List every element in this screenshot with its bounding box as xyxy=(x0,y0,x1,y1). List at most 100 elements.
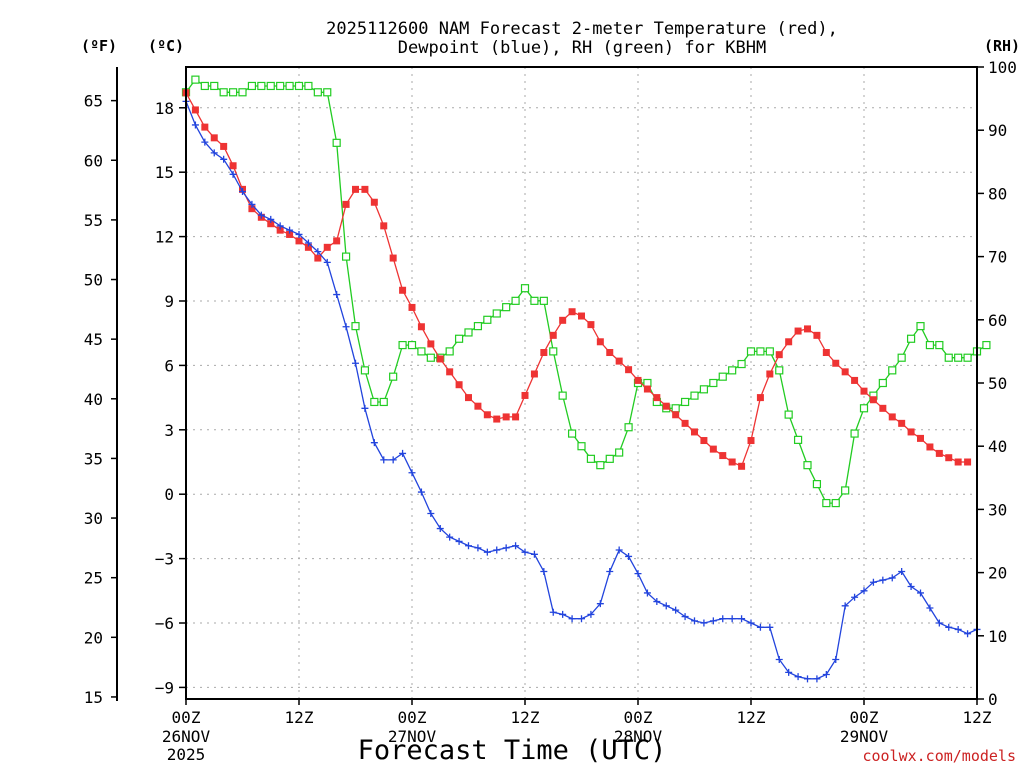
temperature-point xyxy=(521,391,529,399)
rh-point xyxy=(454,334,464,343)
temperature-point xyxy=(512,413,520,421)
dewpoint-point xyxy=(785,668,793,676)
temperature-point xyxy=(201,123,209,131)
temperature-point xyxy=(276,226,284,234)
x-tick-label: 12Z xyxy=(285,708,314,727)
dewpoint-point xyxy=(380,456,388,464)
rh-series xyxy=(181,75,991,508)
dewpoint-point xyxy=(248,200,256,208)
celsius-tick-label: 18 xyxy=(155,99,174,118)
celsius-tick-label: 0 xyxy=(164,485,174,504)
dewpoint-point xyxy=(719,615,727,623)
rh-point xyxy=(850,429,859,438)
temperature-point xyxy=(860,387,868,395)
dewpoint-point xyxy=(596,600,604,608)
fahrenheit-axis: 65 60 55 50 45 40 35 30 25 20 15 xyxy=(84,67,118,707)
x-tick-label: 00Z xyxy=(624,708,653,727)
temperature-point xyxy=(917,434,924,442)
dewpoint-point xyxy=(474,544,482,552)
rh-point xyxy=(982,340,991,350)
fahrenheit-tick-label: 65 xyxy=(84,92,103,111)
rh-point xyxy=(728,366,737,375)
rh-point xyxy=(200,81,209,91)
fahrenheit-tick-label: 30 xyxy=(84,509,103,528)
dewpoint-point xyxy=(530,550,538,558)
temperature-point xyxy=(662,402,670,410)
temperature-point xyxy=(417,323,425,331)
temperature-point xyxy=(220,142,228,150)
x-tick-label: 2025 xyxy=(167,745,206,764)
series-layer xyxy=(181,75,991,683)
rh-point xyxy=(520,284,530,293)
dewpoint-point xyxy=(568,615,576,623)
temperature-point xyxy=(446,368,454,376)
dewpoint-point xyxy=(314,248,322,256)
temperature-point xyxy=(643,385,651,393)
celsius-tick-label: 15 xyxy=(155,163,174,182)
dewpoint-point xyxy=(813,675,821,683)
rh-point xyxy=(389,372,398,381)
rh-point xyxy=(935,340,944,350)
rh-point xyxy=(775,366,784,375)
dewpoint-point xyxy=(869,578,877,586)
dewpoint-point xyxy=(775,656,783,663)
dewpoint-point xyxy=(521,548,529,556)
dewpoint-point xyxy=(483,548,491,556)
rh-point xyxy=(228,88,238,97)
dewpoint-point xyxy=(295,230,303,238)
rh-point xyxy=(266,81,275,91)
rh-point xyxy=(859,404,869,413)
rh-point xyxy=(323,88,332,97)
dewpoint-point xyxy=(352,359,359,367)
dewpoint-point xyxy=(681,613,689,621)
temperature-point xyxy=(578,312,585,320)
rh-point xyxy=(577,442,586,451)
rh-tick-label: 50 xyxy=(988,374,1007,393)
rh-point xyxy=(191,75,200,84)
temperature-point xyxy=(587,321,595,329)
temperature-point xyxy=(785,338,793,346)
temperature-point xyxy=(945,454,953,462)
rh-point xyxy=(313,88,322,97)
temperature-point xyxy=(399,286,407,294)
temperature-point xyxy=(342,200,350,208)
dewpoint-point xyxy=(220,155,228,163)
rh-point xyxy=(916,322,925,331)
rh-point xyxy=(803,461,812,470)
x-axis-label: Forecast Time (UTC) xyxy=(358,735,667,766)
dewpoint-point xyxy=(851,593,859,601)
rh-point xyxy=(257,81,266,91)
temperature-point xyxy=(606,349,614,357)
dewpoint-point xyxy=(728,615,736,623)
temperature-point xyxy=(832,359,840,367)
credit-text: coolwx.com/models xyxy=(862,747,1016,765)
rh-point xyxy=(247,81,257,91)
fahrenheit-tick-label: 20 xyxy=(84,628,103,647)
temperature-point xyxy=(408,303,416,311)
temperature-point xyxy=(568,308,576,316)
temperature-point xyxy=(907,428,915,436)
rh-point xyxy=(699,385,709,394)
dewpoint-point xyxy=(898,567,906,575)
rh-point xyxy=(539,296,548,305)
rh-tick-label: 90 xyxy=(988,121,1007,140)
temperature-point xyxy=(314,254,322,262)
temperature-point xyxy=(653,394,661,402)
rh-point xyxy=(765,347,774,356)
celsius-unit-label: (ºC) xyxy=(148,37,184,55)
rh-point xyxy=(567,429,577,438)
temperature-point xyxy=(530,370,538,378)
dewpoint-point xyxy=(342,323,350,331)
dewpoint-point xyxy=(709,617,717,625)
rh-point xyxy=(370,397,379,407)
dewpoint-point xyxy=(700,619,708,627)
fahrenheit-tick-label: 25 xyxy=(84,569,103,588)
temperature-point xyxy=(436,355,444,363)
temperature-point xyxy=(747,437,755,445)
rh-point xyxy=(596,461,605,470)
rh-point xyxy=(690,391,699,400)
temperature-point xyxy=(295,237,303,245)
rh-tick-label: 30 xyxy=(988,500,1007,519)
